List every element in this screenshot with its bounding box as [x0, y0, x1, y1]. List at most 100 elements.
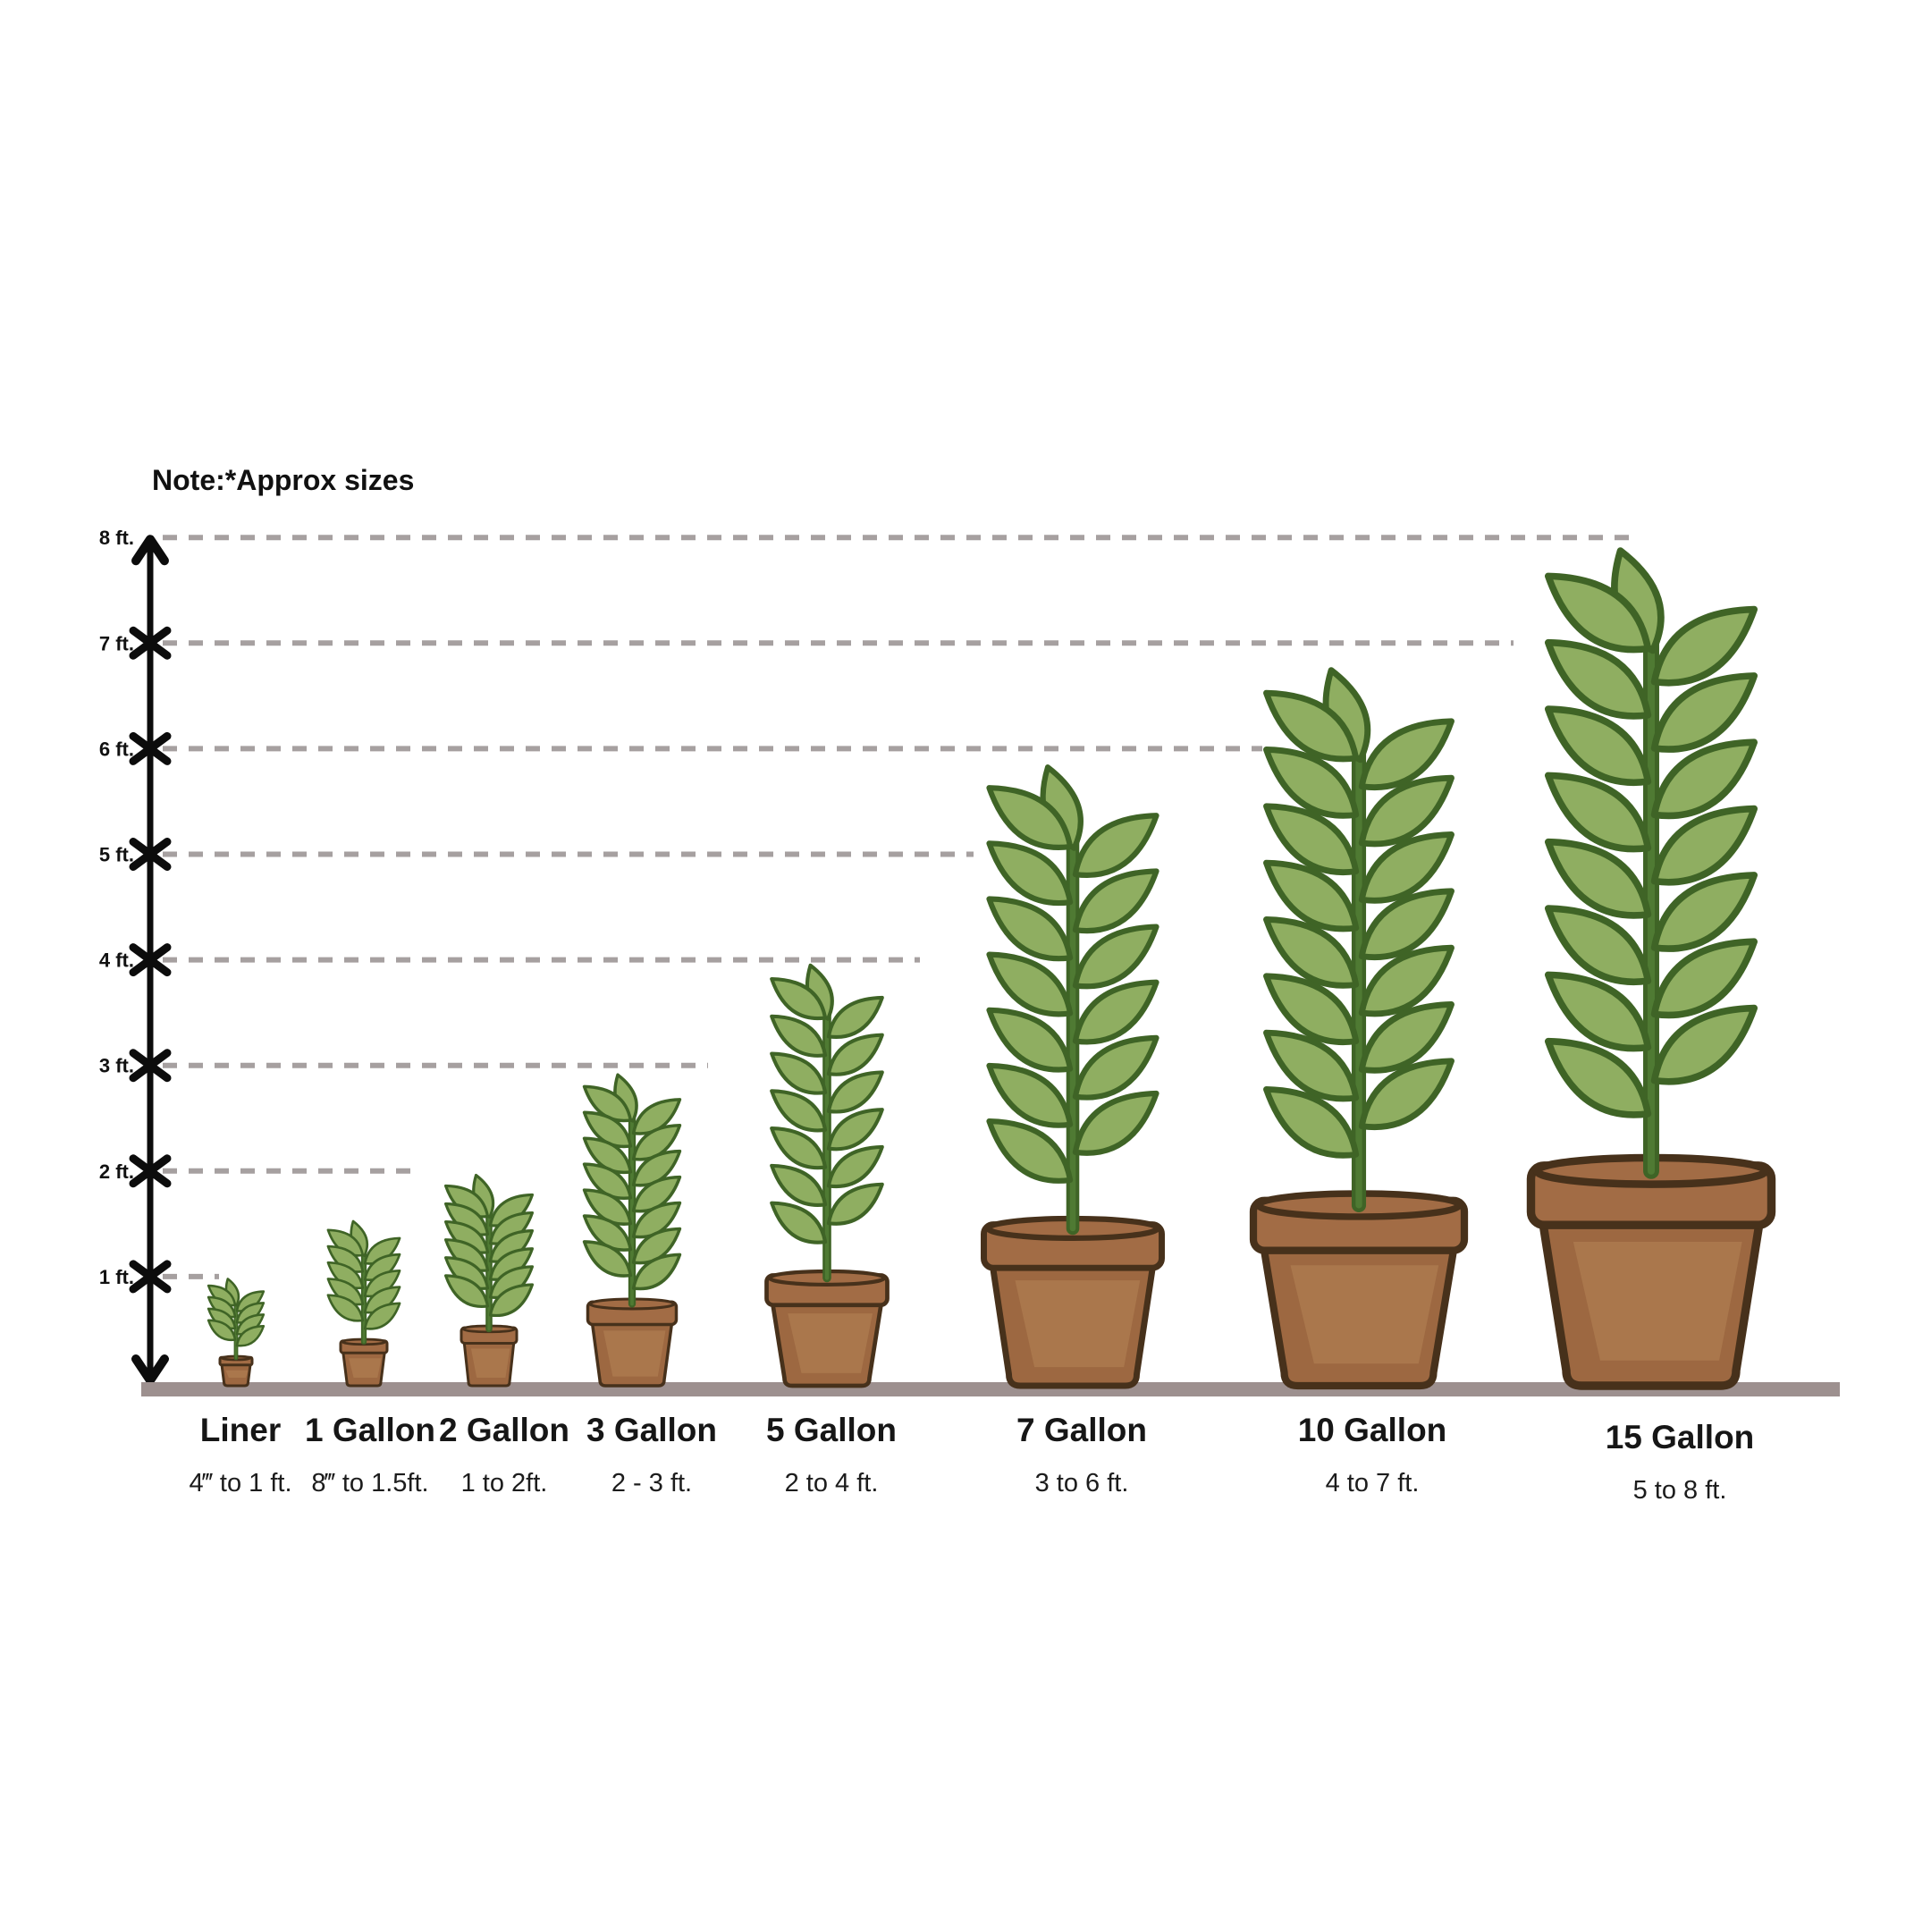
leaf [826, 1033, 884, 1076]
leaf [1358, 831, 1455, 904]
plant-7-gallon [981, 764, 1165, 1389]
leaf [1544, 572, 1652, 654]
leaf [986, 785, 1074, 850]
leaf [1358, 888, 1455, 960]
container-label: Liner [200, 1412, 281, 1448]
pot-highlight [349, 1358, 382, 1378]
leaf [235, 1325, 266, 1347]
plant-15-gallon [1526, 547, 1776, 1390]
container-label: 2 Gallon [439, 1412, 569, 1448]
height-range-label: 3 to 6 ft. [1035, 1469, 1129, 1498]
leaf [1544, 772, 1652, 853]
leaf [1072, 924, 1159, 990]
plants-group [207, 547, 1776, 1390]
axis-tick-x [129, 1154, 172, 1188]
leaf [770, 1014, 828, 1058]
leaf [770, 976, 828, 1021]
leaf [1263, 973, 1360, 1045]
leaf [826, 1182, 884, 1226]
plant-5-gallon [764, 963, 890, 1388]
height-range-label: 4‴ to 1 ft. [189, 1469, 291, 1498]
height-range-label: 2 - 3 ft. [611, 1469, 692, 1498]
leaf [207, 1319, 237, 1342]
container-label: 7 Gallon [1016, 1412, 1147, 1448]
leaf [986, 951, 1074, 1017]
leaf [770, 1051, 828, 1095]
leaf [1263, 1029, 1360, 1102]
pot-highlight [1290, 1265, 1439, 1364]
axis-tick-label-6ft: 6 ft. [99, 738, 134, 760]
axis-arrow-up [131, 535, 169, 566]
axis-tick-label-1ft: 1 ft. [99, 1266, 134, 1288]
pot-highlight [1015, 1280, 1141, 1368]
leaf [1650, 1004, 1758, 1085]
leaf [1650, 672, 1758, 753]
leaf [1072, 868, 1159, 934]
leaf [1650, 738, 1758, 820]
plant-10-gallon [1249, 667, 1469, 1390]
leaf [1263, 1086, 1360, 1159]
leaf [1072, 1034, 1159, 1101]
leaf [631, 1253, 682, 1291]
container-label: 5 Gallon [766, 1412, 897, 1448]
container-label: 10 Gallon [1298, 1412, 1447, 1448]
leaf [1650, 938, 1758, 1019]
leaf [1544, 638, 1652, 720]
plant-3-gallon [582, 1073, 682, 1388]
container-label: 1 Gallon [305, 1412, 435, 1448]
height-axis-group: 8 ft. 7 ft. 6 ft. 5 ft. 4 ft. 3 ft. 2 ft. 1 ft. [99, 527, 172, 1385]
plant-liner [207, 1278, 266, 1388]
leaf [582, 1240, 633, 1278]
axis-tick-x [129, 943, 172, 977]
axis-tick-label-3ft: 3 ft. [99, 1055, 134, 1077]
height-range-label: 1 to 2ft. [461, 1469, 548, 1498]
axis-tick-label-4ft: 4 ft. [99, 949, 134, 972]
leaf [1263, 916, 1360, 989]
leaf [1358, 718, 1455, 790]
labels-group: Liner 4‴ to 1 ft. 1 Gallon 8‴ to 1.5ft. 2 Ga… [189, 1412, 1754, 1505]
leaf [986, 896, 1074, 962]
leaf [1544, 1037, 1652, 1118]
leaf [770, 1201, 828, 1244]
leaf [1072, 813, 1159, 879]
leaf [1358, 1058, 1455, 1130]
axis-tick-label-7ft: 7 ft. [99, 632, 134, 654]
axis-tick-label-5ft: 5 ft. [99, 844, 134, 866]
axis-tick-x [129, 731, 172, 765]
leaf [1263, 689, 1360, 763]
leaf [826, 995, 884, 1040]
leaf [488, 1283, 535, 1318]
gridlines-group [163, 535, 1630, 1279]
leaf [1544, 971, 1652, 1052]
axis-tick-x [129, 1260, 172, 1294]
axis-tick-label-8ft: 8 ft. [99, 527, 134, 549]
axis-arrow-down [131, 1354, 169, 1385]
leaf [770, 1089, 828, 1133]
axis-tick-x [129, 1049, 172, 1083]
leaf [826, 1108, 884, 1152]
leaf [1650, 805, 1758, 886]
leaf [1358, 1001, 1455, 1074]
leaf [326, 1294, 365, 1322]
leaf [986, 1062, 1074, 1128]
axis-tick-x [129, 838, 172, 871]
pot-highlight [788, 1313, 873, 1373]
leaf [986, 840, 1074, 907]
plant-1-gallon [326, 1219, 401, 1388]
plant-2-gallon [443, 1173, 535, 1388]
leaf [1650, 605, 1758, 687]
leaf [986, 1007, 1074, 1073]
leaf [1263, 859, 1360, 932]
pot-highlight [225, 1370, 249, 1378]
height-range-label: 8‴ to 1.5ft. [311, 1469, 428, 1498]
pot-highlight [603, 1330, 666, 1377]
axis-tick-label-2ft: 2 ft. [99, 1160, 134, 1183]
leaf [986, 1118, 1074, 1184]
leaf [363, 1302, 401, 1330]
container-label: 15 Gallon [1606, 1419, 1755, 1455]
leaf [1544, 905, 1652, 985]
leaf [1263, 747, 1360, 819]
leaf [1072, 979, 1159, 1045]
leaf [443, 1274, 490, 1309]
